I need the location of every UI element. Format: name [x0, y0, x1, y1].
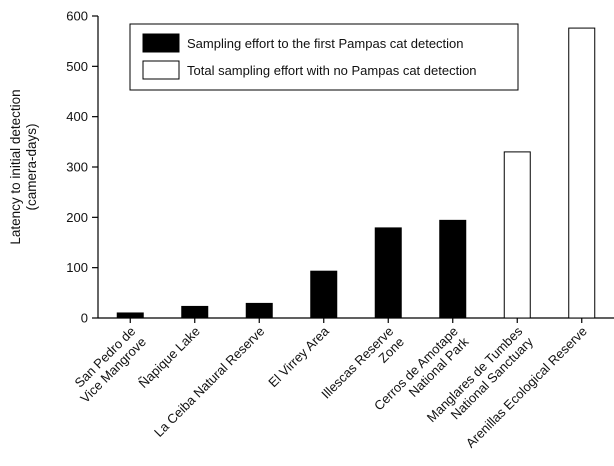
- y-axis-title-line-1: Latency to initial detection: [8, 89, 23, 244]
- y-tick-label: 300: [66, 160, 88, 175]
- bar: [116, 312, 144, 319]
- y-tick-labels: 0 100 200 300 400 500 600: [66, 9, 88, 326]
- bar: [439, 219, 467, 319]
- y-tick-label: 600: [66, 9, 88, 24]
- bar: [503, 151, 531, 319]
- bar: [181, 305, 209, 319]
- bars: [116, 27, 596, 319]
- y-tick-label: 400: [66, 109, 88, 124]
- x-tick-label: San Pedro deVice Mangrove: [67, 324, 149, 406]
- y-axis-title-line-2: (camera-days): [24, 123, 39, 210]
- legend-box: [129, 23, 519, 91]
- y-tick-label: 200: [66, 210, 88, 225]
- y-tick-label: 100: [66, 260, 88, 275]
- legend-label-detected: Sampling effort to the first Pampas cat …: [187, 36, 464, 51]
- legend: Sampling effort to the first Pampas cat …: [129, 23, 519, 91]
- legend-label-not-detected: Total sampling effort with no Pampas cat…: [187, 63, 477, 78]
- legend-swatch-detected: [142, 33, 180, 53]
- bar: [374, 227, 402, 319]
- x-tick-label: El Virrey Area: [265, 323, 332, 390]
- bar: [245, 302, 273, 319]
- legend-swatch-not-detected: [142, 60, 180, 80]
- bar: [568, 27, 596, 319]
- x-tick-label: Ñapique Lake: [136, 324, 203, 391]
- y-tick-label: 0: [81, 311, 88, 326]
- bar: [310, 270, 338, 319]
- x-tick-label: La Ceiba Natural Reserve: [151, 324, 267, 440]
- y-tick-label: 500: [66, 59, 88, 74]
